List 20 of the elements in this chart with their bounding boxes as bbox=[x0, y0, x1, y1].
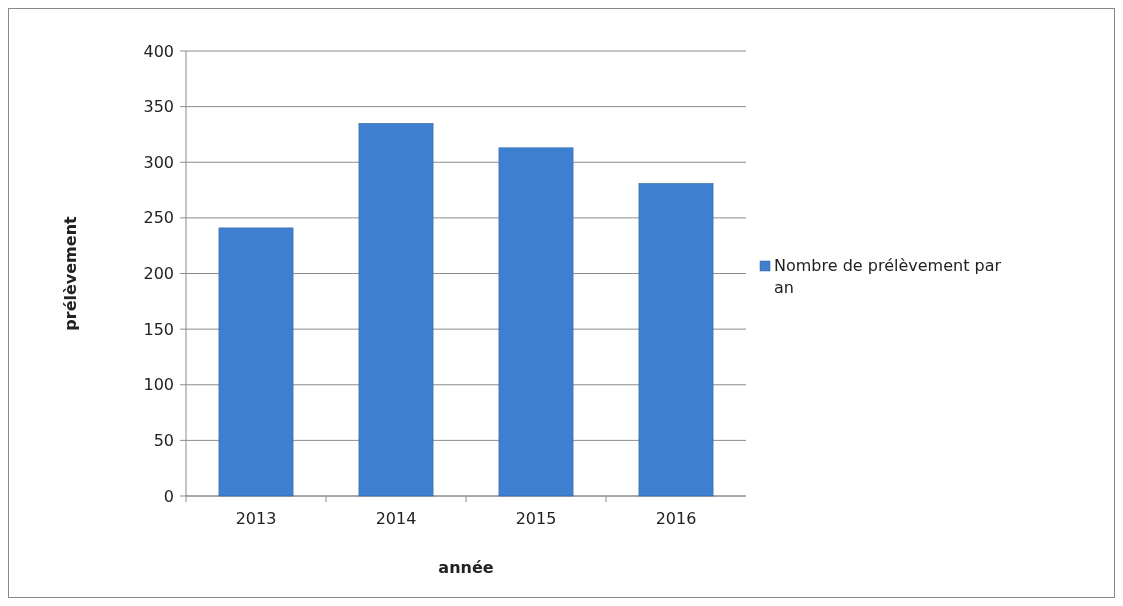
y-tick-label: 0 bbox=[163, 486, 174, 506]
bar bbox=[358, 123, 434, 497]
bar bbox=[498, 147, 574, 497]
bar bbox=[638, 183, 714, 497]
y-tick-label: 350 bbox=[143, 97, 174, 117]
x-tick-label: 2013 bbox=[235, 509, 277, 528]
x-tick-label: 2014 bbox=[375, 509, 417, 528]
y-tick-label: 300 bbox=[143, 152, 174, 172]
y-tick-label: 200 bbox=[143, 264, 174, 284]
x-tick-label: 2016 bbox=[655, 509, 697, 528]
y-tick-label: 250 bbox=[143, 208, 174, 228]
y-tick-label: 100 bbox=[143, 375, 174, 395]
x-tick-label: 2015 bbox=[515, 509, 557, 528]
legend-label: Nombre de prélèvement par an bbox=[774, 256, 1002, 297]
x-axis-title: année bbox=[438, 558, 494, 577]
y-tick-label: 400 bbox=[143, 41, 174, 61]
y-axis-title: prélèvement bbox=[61, 215, 80, 331]
y-tick-label: 50 bbox=[153, 430, 174, 450]
y-tick-label: 150 bbox=[143, 319, 174, 339]
bar bbox=[218, 227, 294, 497]
